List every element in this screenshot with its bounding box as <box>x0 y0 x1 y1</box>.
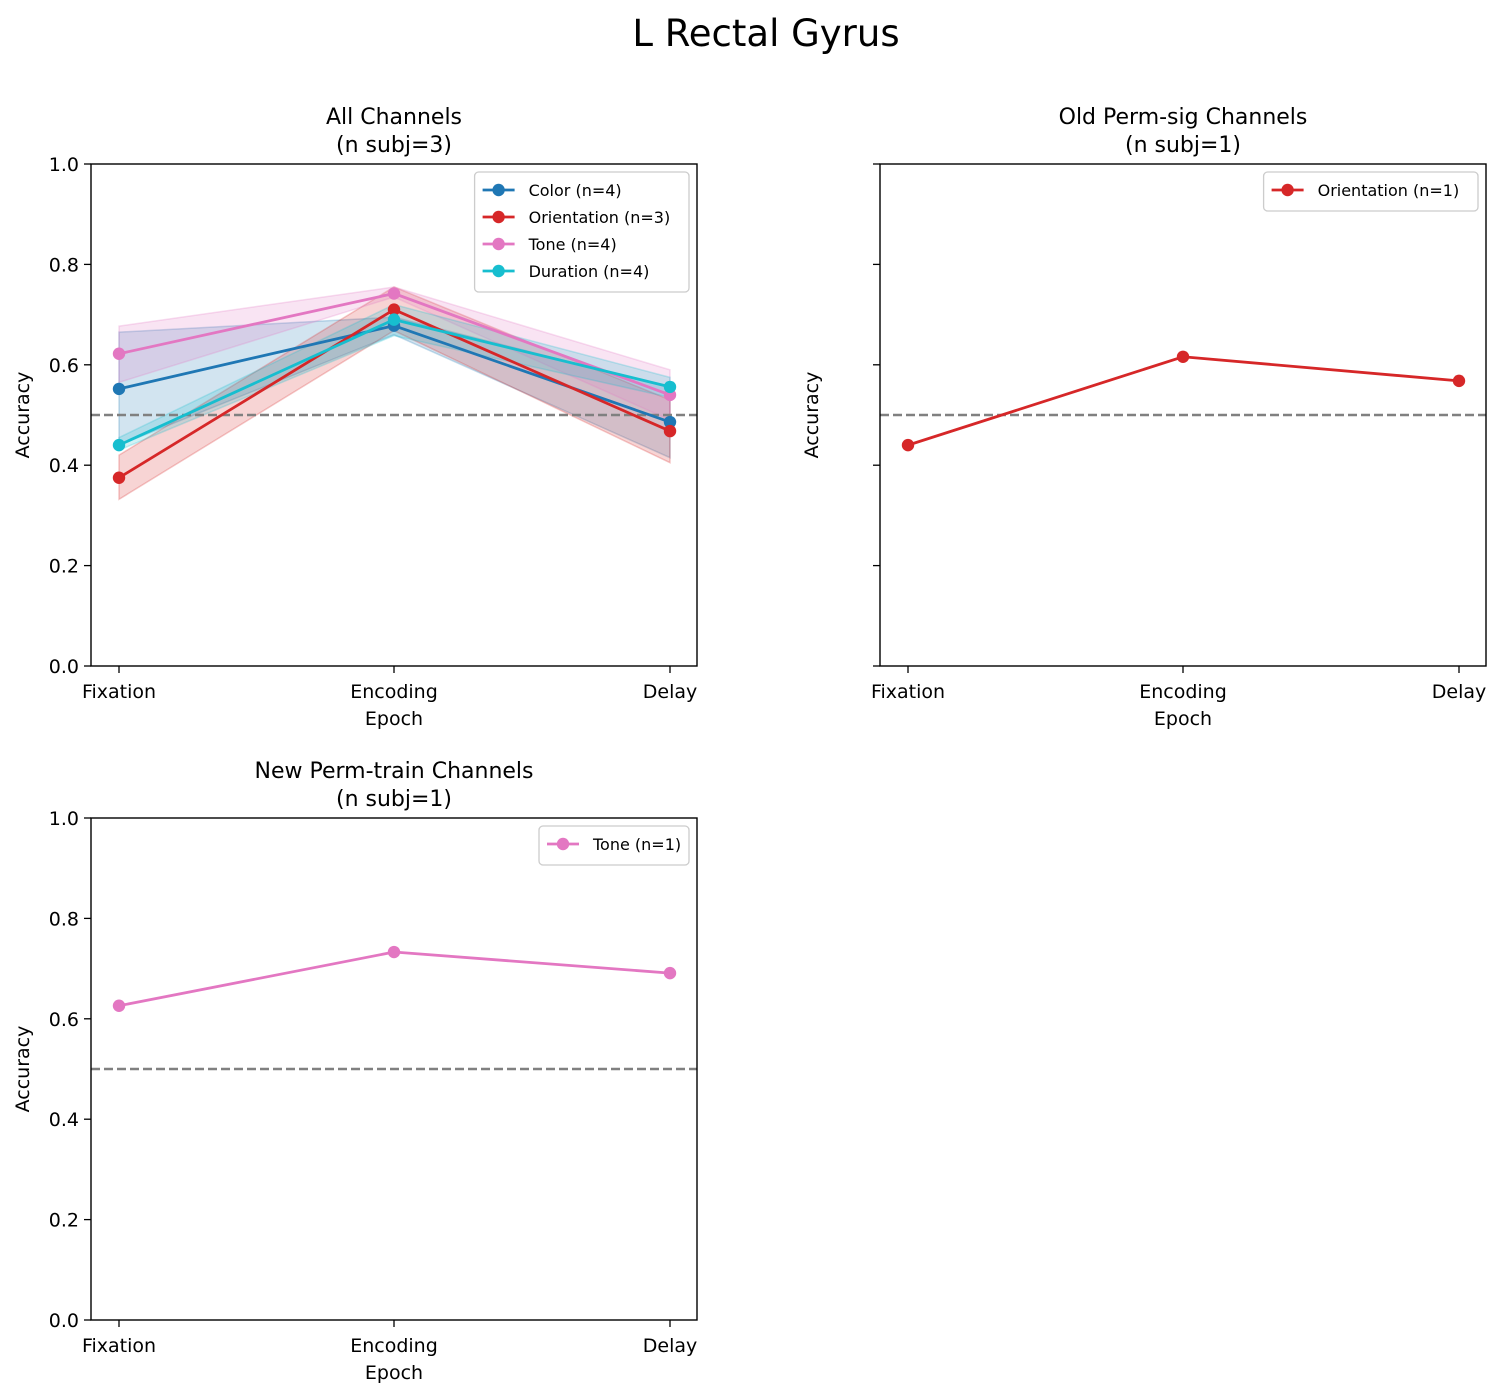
y-tick-label: 0.6 <box>49 1009 79 1031</box>
y-tick-label: 0.8 <box>49 254 79 276</box>
legend-label: Orientation (n=3) <box>529 208 671 227</box>
data-point <box>663 424 677 438</box>
x-tick-label: Encoding <box>350 1335 438 1357</box>
legend-marker <box>492 237 505 251</box>
y-tick-label: 0.4 <box>49 455 79 477</box>
subplots: All Channels (n subj=3) 0.0 0.2 0.4 0.6 0.8 1.0… <box>12 105 1487 1384</box>
series-line-1 <box>118 950 671 1008</box>
data-point <box>663 966 677 980</box>
legend-marker <box>556 837 570 851</box>
x-axis-label: Epoch <box>365 708 423 730</box>
legend: Tone (n=1) <box>538 825 690 866</box>
legend: Orientation (n=1) <box>1262 171 1479 212</box>
legend-label: Orientation (n=1) <box>1318 181 1460 200</box>
data-point <box>1176 350 1190 363</box>
y-axis-label: Accuracy <box>12 372 34 459</box>
data-point <box>112 382 126 396</box>
data-point <box>387 945 401 959</box>
data-point <box>387 287 401 300</box>
x-tick-label: Encoding <box>1139 681 1227 703</box>
legend-label: Tone (n=4) <box>528 235 617 254</box>
x-tick-label: Fixation <box>871 681 945 703</box>
x-axis-label: Epoch <box>365 1362 423 1384</box>
legend-label: Color (n=4) <box>529 181 622 200</box>
legend-marker <box>492 210 505 224</box>
legend-box <box>473 171 690 293</box>
y-axis-label: Accuracy <box>12 1026 34 1113</box>
y-tick-label: 1.0 <box>49 154 79 176</box>
y-tick-label: 0.6 <box>49 355 79 377</box>
legend-marker <box>492 264 505 278</box>
data-point <box>387 303 401 316</box>
y-tick-label: 0.0 <box>49 656 79 678</box>
x-tick-label: Encoding <box>350 681 438 703</box>
legend-marker <box>492 183 505 197</box>
data-point <box>663 415 677 429</box>
data-point <box>112 999 126 1012</box>
y-tick-label: 1.0 <box>49 808 79 830</box>
y-tick-label: 0.4 <box>49 1109 79 1131</box>
subplot-title: All Channels <box>326 105 462 130</box>
subplot-subtitle: (n subj=3) <box>336 133 452 158</box>
data-point <box>112 471 126 484</box>
data-point <box>112 438 126 452</box>
x-tick-label: Delay <box>643 1335 698 1357</box>
x-axis-label: Epoch <box>1154 708 1212 730</box>
subplot-title: New Perm-train Channels <box>254 759 533 784</box>
data-point <box>387 313 401 326</box>
legend-box <box>1262 171 1479 212</box>
x-tick-label: Fixation <box>82 1335 156 1357</box>
x-tick-label: Fixation <box>82 681 156 703</box>
series-line-1 <box>907 355 1460 447</box>
subplot-2: Old Perm-sig Channels (n subj=1) Fixation E… <box>801 105 1487 730</box>
legend-label: Tone (n=1) <box>592 835 681 854</box>
subplot-title: Old Perm-sig Channels <box>1059 105 1308 130</box>
y-tick-label: 0.2 <box>49 556 79 578</box>
y-axis-label: Accuracy <box>801 372 823 459</box>
data-point <box>663 380 677 394</box>
legend-box <box>538 825 690 866</box>
subplot-subtitle: (n subj=1) <box>1125 133 1241 158</box>
subplot-3: New Perm-train Channels (n subj=1) 0.0 0.2 0… <box>12 759 698 1384</box>
y-tick-label: 0.8 <box>49 908 79 930</box>
data-point <box>112 347 126 360</box>
data-point <box>1452 374 1466 388</box>
legend-label: Duration (n=4) <box>529 262 650 281</box>
y-tick-label: 0.2 <box>49 1210 79 1232</box>
x-tick-label: Delay <box>1432 681 1487 703</box>
subplot-1: All Channels (n subj=3) 0.0 0.2 0.4 0.6 0.8 1.0… <box>12 105 698 730</box>
x-tick-label: Delay <box>643 681 698 703</box>
figure-title: L Rectal Gyrus <box>632 12 899 55</box>
data-point <box>901 438 915 452</box>
subplot-subtitle: (n subj=1) <box>336 787 452 812</box>
legend: Color (n=4) Orientation (n=3) Tone (n=4) Du… <box>473 171 690 293</box>
y-tick-label: 0.0 <box>49 1310 79 1332</box>
legend-marker <box>1281 183 1294 197</box>
